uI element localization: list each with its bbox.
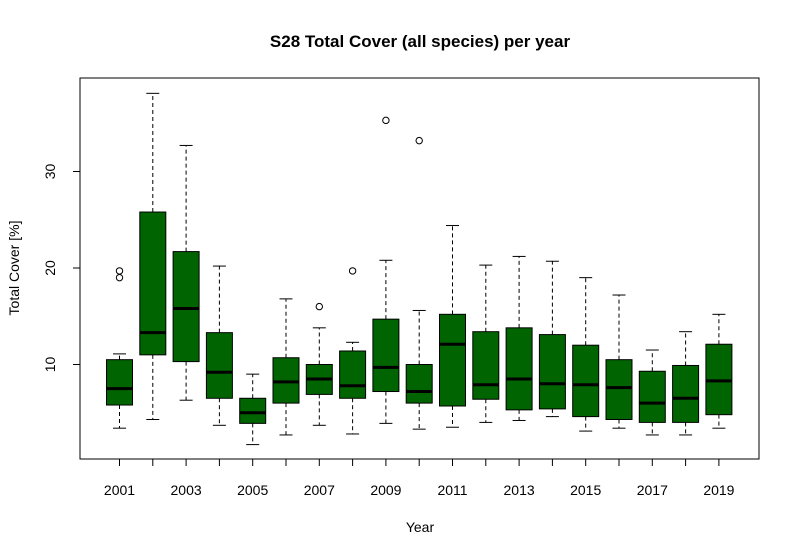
y-tick-label: 20: [42, 260, 58, 276]
box-body: [638, 370, 666, 423]
plot-frame: [79, 77, 760, 460]
box-body: [239, 397, 267, 424]
box-body: [405, 364, 433, 404]
x-tick-label: 2015: [570, 482, 601, 498]
box-2003: [172, 144, 200, 401]
outlier-point: [115, 273, 124, 282]
box-2013: [505, 255, 533, 421]
y-tick-label: 30: [42, 164, 58, 180]
box-body: [672, 364, 700, 423]
box-body: [605, 359, 633, 421]
outlier-point: [415, 136, 423, 145]
box-body: [572, 344, 600, 418]
box-2005: [239, 373, 267, 446]
box-2017: [638, 349, 666, 436]
box-2015: [572, 277, 600, 432]
box-body: [439, 313, 466, 407]
x-tick-label: 2007: [304, 482, 335, 498]
plot-area: [106, 92, 733, 446]
box-body: [172, 251, 200, 363]
box-body: [538, 334, 566, 410]
chart-title: S28 Total Cover (all species) per year: [270, 32, 571, 51]
box-body: [339, 350, 367, 399]
box-body: [472, 331, 500, 400]
x-tick-label: 2017: [637, 482, 668, 498]
box-2004: [205, 265, 233, 426]
outlier-point: [348, 267, 357, 275]
x-tick-label: 2005: [237, 482, 268, 498]
box-2002: [139, 92, 167, 421]
box-2014: [538, 260, 566, 418]
x-tick-label: 2001: [104, 482, 135, 498]
box-body: [106, 359, 133, 406]
x-tick-label: 2013: [504, 482, 535, 498]
box-2001: [106, 267, 133, 429]
x-tick-label: 2011: [437, 482, 467, 498]
box-2006: [272, 298, 300, 436]
box-2008: [339, 267, 367, 435]
box-2010: [405, 136, 433, 430]
outlier-point: [382, 116, 390, 125]
box-2016: [605, 294, 633, 429]
box-2018: [672, 331, 700, 436]
box-2012: [472, 264, 500, 423]
box-body: [505, 327, 533, 411]
outlier-point: [115, 267, 124, 275]
box-body: [205, 332, 233, 399]
x-tick-label: 2003: [171, 482, 202, 498]
box-2007: [305, 302, 333, 426]
box-2009: [372, 116, 400, 424]
box-2019: [705, 313, 733, 429]
box-body: [139, 211, 167, 356]
y-axis-label: Total Cover [%]: [6, 221, 22, 316]
x-axis-label: Year: [406, 519, 435, 535]
y-tick-label: 10: [42, 357, 58, 373]
x-tick-label: 2009: [370, 482, 401, 498]
x-tick-label: 2019: [703, 482, 734, 498]
box-2011: [439, 225, 466, 428]
outlier-point: [315, 302, 323, 311]
box-body: [372, 318, 400, 393]
